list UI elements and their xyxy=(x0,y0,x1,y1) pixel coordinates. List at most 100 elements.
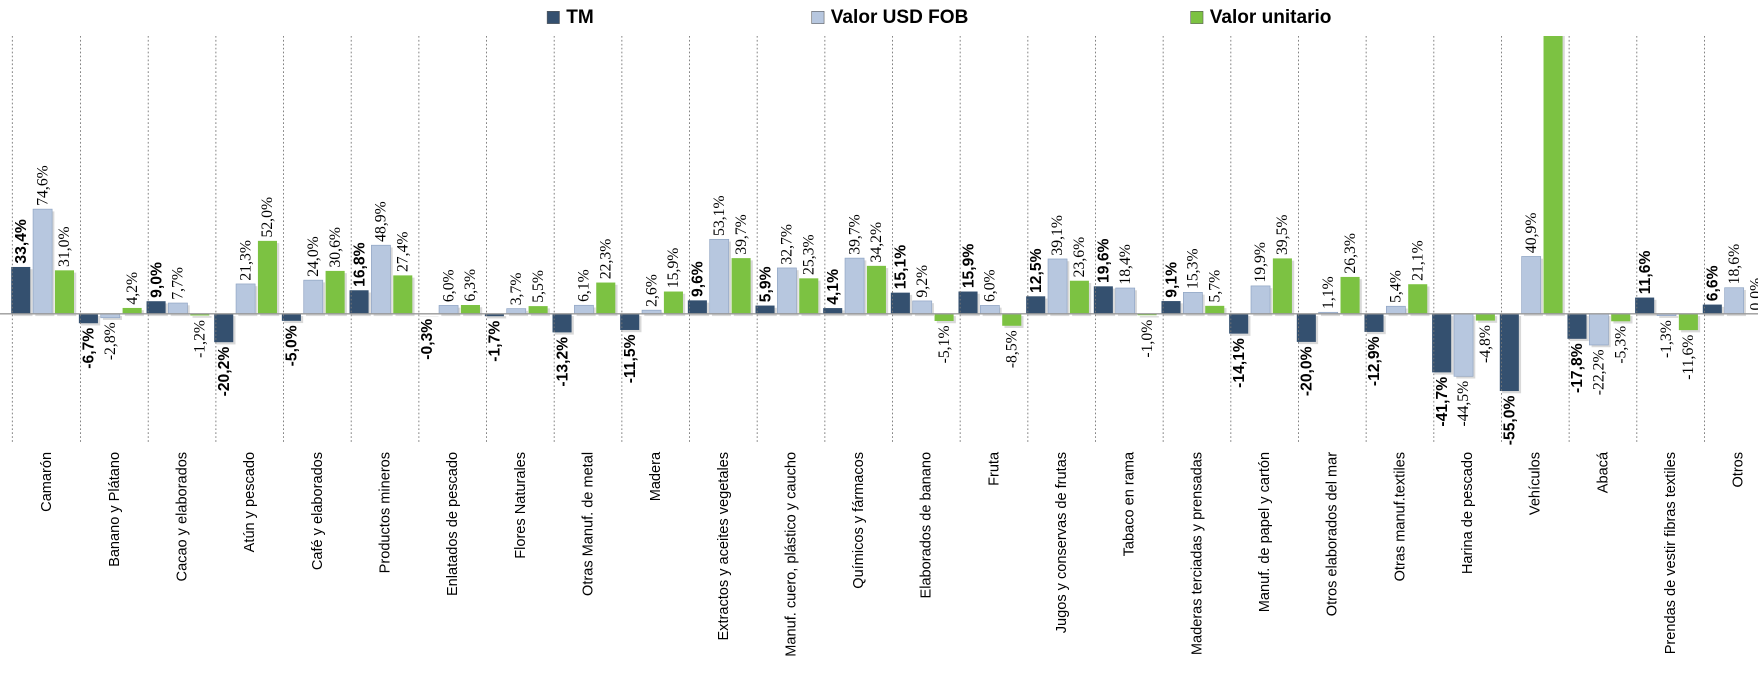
bar xyxy=(325,270,345,314)
x-tick-label: Prendas de vestir fibras textiles xyxy=(1663,452,1679,654)
data-label: -14,1% xyxy=(1231,338,1248,388)
data-label: -8,5% xyxy=(1003,330,1020,368)
data-label: 9,6% xyxy=(690,261,707,297)
data-label: -22,2% xyxy=(1591,349,1608,395)
data-label: 15,1% xyxy=(893,245,910,290)
bar xyxy=(1272,258,1292,314)
data-label: 18,6% xyxy=(1726,244,1743,285)
bar xyxy=(777,267,797,315)
data-label: 31,0% xyxy=(56,226,73,267)
data-label: 22,3% xyxy=(597,239,614,280)
data-label: 26,3% xyxy=(1342,233,1359,274)
bar-shadow xyxy=(1659,316,1679,318)
bar xyxy=(663,291,683,314)
bar xyxy=(393,275,413,314)
data-label: -17,8% xyxy=(1569,343,1586,393)
bar xyxy=(934,313,954,321)
bar xyxy=(958,291,978,314)
data-label: 9,1% xyxy=(1163,262,1180,298)
x-tick-label: Extractos y aceites vegetales xyxy=(716,452,732,641)
data-label: 6,6% xyxy=(1705,265,1722,301)
bar xyxy=(912,300,933,315)
bar xyxy=(1093,286,1113,314)
legend-label: TM xyxy=(566,7,594,28)
bar xyxy=(1069,280,1089,314)
data-label: -20,0% xyxy=(1299,346,1316,396)
x-tick-label: Enlatados de pescado xyxy=(445,452,461,596)
bar-shadow xyxy=(192,316,212,318)
bar xyxy=(1432,313,1452,373)
x-tick-label: Tabaco en rama xyxy=(1122,451,1138,556)
bar xyxy=(1499,313,1519,392)
data-label: -1,7% xyxy=(487,321,504,362)
data-label: 3,7% xyxy=(508,273,525,306)
data-label: -12,9% xyxy=(1366,336,1383,386)
legend-label: Valor unitario xyxy=(1210,7,1332,28)
bar xyxy=(731,258,751,314)
bar xyxy=(1385,305,1406,315)
data-label: -5,0% xyxy=(284,325,301,366)
x-tick-label: Maderas terciadas y prensadas xyxy=(1189,452,1205,655)
data-label: 16,8% xyxy=(351,242,368,287)
x-tick-label: Otras manuf.textiles xyxy=(1392,452,1408,582)
bar xyxy=(506,308,527,315)
data-label: -4,8% xyxy=(1477,325,1494,363)
data-label: 15,9% xyxy=(665,248,682,289)
bar xyxy=(1205,305,1225,314)
bar xyxy=(1115,287,1136,315)
data-label: 7,7% xyxy=(170,267,187,300)
bar xyxy=(687,300,707,314)
data-label: 5,5% xyxy=(530,270,547,303)
data-label: 18,4% xyxy=(1117,244,1134,285)
x-tick-label: Manuf. cuero, plástico y caucho xyxy=(783,452,799,657)
bar xyxy=(32,208,53,315)
bar xyxy=(823,308,843,314)
bar xyxy=(528,306,548,314)
data-label: -1,0% xyxy=(1139,320,1156,358)
bar-shadow xyxy=(1139,316,1159,318)
bar xyxy=(214,313,234,343)
data-label: -2,8% xyxy=(102,322,119,360)
bar xyxy=(552,313,572,333)
bar xyxy=(190,313,210,316)
data-label: -55,0% xyxy=(1502,395,1519,445)
data-label: -13,2% xyxy=(554,337,571,387)
bar-shadow xyxy=(1320,314,1340,317)
bar xyxy=(1453,313,1474,377)
bar xyxy=(1183,292,1203,315)
data-label: 9,0% xyxy=(148,262,165,298)
bar xyxy=(980,305,1000,315)
bar xyxy=(303,279,324,315)
bar xyxy=(78,313,98,324)
legend-swatch xyxy=(1190,11,1204,24)
x-tick-label: Químicos y fármacos xyxy=(851,452,867,589)
data-label: -0,3% xyxy=(419,319,436,360)
data-label: 39,1% xyxy=(1049,215,1066,256)
data-label: 2,6% xyxy=(643,274,660,307)
bar xyxy=(1161,301,1181,314)
x-tick-label: Harina de pescado xyxy=(1460,452,1476,574)
data-label: 11,6% xyxy=(1637,251,1654,295)
x-tick-label: Jugos y conservas de frutas xyxy=(1054,452,1070,633)
bar xyxy=(1026,296,1046,314)
bar xyxy=(1229,313,1249,334)
data-label: 9,2% xyxy=(914,265,931,298)
x-tick-label: Productos mineros xyxy=(377,452,393,573)
bar xyxy=(235,283,256,315)
bar xyxy=(1678,313,1698,331)
data-label: 21,3% xyxy=(237,240,254,281)
x-tick-label: Madera xyxy=(648,451,664,501)
legend-label: Valor USD FOB xyxy=(831,7,969,28)
bar xyxy=(755,305,775,314)
bar xyxy=(11,266,31,314)
data-label: 30,6% xyxy=(327,227,344,268)
bar xyxy=(1002,313,1022,326)
data-label: 19,9% xyxy=(1252,242,1269,283)
data-label: -11,5% xyxy=(622,334,639,383)
data-label: -5,1% xyxy=(936,325,953,363)
data-label: 1,1% xyxy=(1320,276,1337,309)
bar xyxy=(438,305,459,315)
bar xyxy=(1137,313,1157,316)
data-label: 21,1% xyxy=(1409,240,1426,281)
